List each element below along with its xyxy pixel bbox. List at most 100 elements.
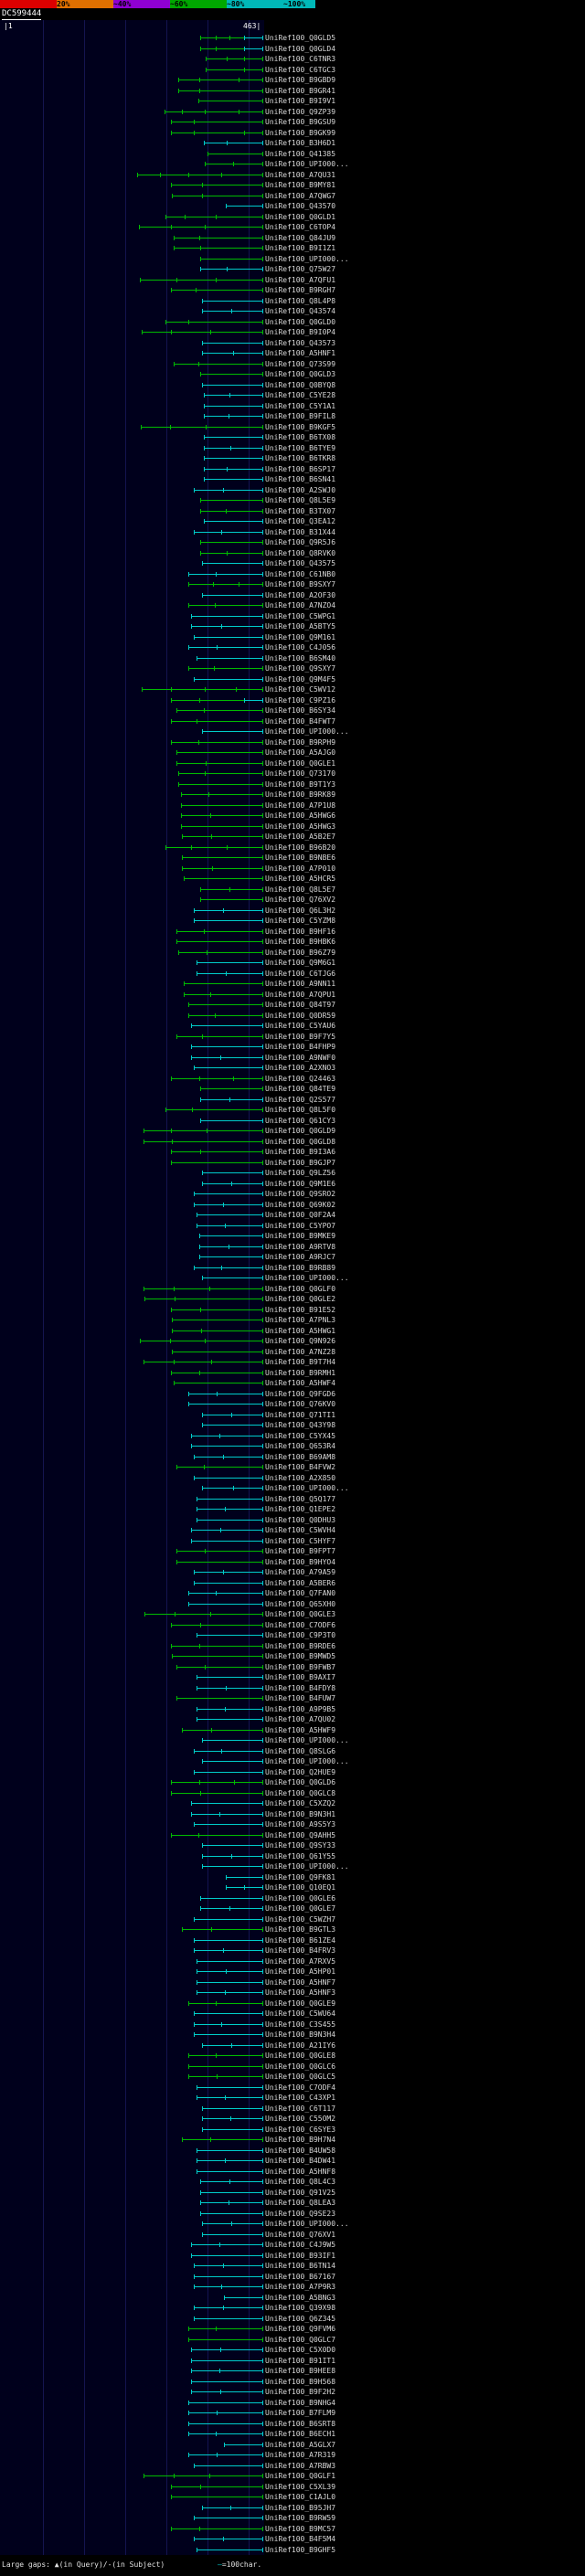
- hit-label[interactable]: UniRef100_UPI000...: [265, 1757, 349, 1765]
- alignment-bar[interactable]: [181, 794, 262, 795]
- hit-label[interactable]: UniRef100_B9RGH7: [265, 286, 336, 294]
- alignment-bar[interactable]: [202, 384, 262, 386]
- hit-label[interactable]: UniRef100_Q0DR59: [265, 1011, 336, 1020]
- hit-label[interactable]: UniRef100_Q3EA12: [265, 517, 336, 525]
- hit-label[interactable]: UniRef100_B9F7Y5: [265, 1032, 336, 1041]
- alignment-bar[interactable]: [142, 332, 262, 333]
- hit-label[interactable]: UniRef100_A7QPU1: [265, 990, 336, 999]
- alignment-bar[interactable]: [171, 1834, 262, 1836]
- hit-label[interactable]: UniRef100_Q9SRO2: [265, 1190, 336, 1198]
- alignment-bar[interactable]: [203, 405, 262, 407]
- hit-label[interactable]: UniRef100_B6TX08: [265, 433, 336, 441]
- alignment-bar[interactable]: [176, 1551, 262, 1552]
- hit-label[interactable]: UniRef100_Q73S99: [265, 359, 336, 368]
- alignment-bar[interactable]: [171, 185, 262, 186]
- hit-label[interactable]: UniRef100_Q2HUE9: [265, 1767, 336, 1776]
- hit-label[interactable]: UniRef100_Q9AHH5: [265, 1830, 336, 1839]
- alignment-bar[interactable]: [182, 1929, 262, 1930]
- alignment-bar[interactable]: [200, 37, 244, 38]
- hit-label[interactable]: UniRef100_A79A59: [265, 1568, 336, 1576]
- alignment-bar[interactable]: [139, 227, 262, 228]
- hit-label[interactable]: UniRef100_A5HNF3: [265, 1988, 336, 1997]
- hit-label[interactable]: UniRef100_Q8LEA3: [265, 2199, 336, 2207]
- hit-label[interactable]: UniRef100_B9GR41: [265, 86, 336, 95]
- hit-label[interactable]: UniRef100_Q43575: [265, 559, 336, 567]
- alignment-bar[interactable]: [165, 321, 262, 323]
- alignment-bar[interactable]: [183, 993, 262, 995]
- alignment-bar[interactable]: [196, 1708, 262, 1710]
- hit-label[interactable]: UniRef100_A7QU31: [265, 170, 336, 179]
- hit-label[interactable]: UniRef100_A2XNO3: [265, 1064, 336, 1072]
- hit-label[interactable]: UniRef100_Q9SE23: [265, 2209, 336, 2218]
- alignment-bar[interactable]: [193, 2286, 262, 2287]
- alignment-bar[interactable]: [187, 1014, 262, 1016]
- alignment-bar[interactable]: [200, 269, 262, 270]
- hit-label[interactable]: UniRef100_B9N3H1: [265, 1809, 336, 1818]
- alignment-bar[interactable]: [190, 1046, 262, 1047]
- hit-label[interactable]: UniRef100_Q0F2A4: [265, 1211, 336, 1219]
- alignment-bar[interactable]: [143, 1288, 262, 1289]
- alignment-bar[interactable]: [182, 836, 262, 837]
- hit-label[interactable]: UniRef100_Q0GLE1: [265, 758, 336, 768]
- alignment-bar[interactable]: [202, 1740, 262, 1741]
- alignment-bar[interactable]: [187, 2065, 262, 2067]
- hit-label[interactable]: UniRef100_B61ZE4: [265, 1935, 336, 1945]
- hit-label[interactable]: UniRef100_Q0DHU3: [265, 1515, 336, 1524]
- alignment-bar[interactable]: [187, 2433, 262, 2434]
- hit-label[interactable]: UniRef100_C5YE28: [265, 391, 336, 399]
- hit-label[interactable]: UniRef100_Q0GLE9: [265, 1998, 336, 2008]
- alignment-bar[interactable]: [187, 2412, 262, 2413]
- alignment-bar[interactable]: [187, 2338, 262, 2340]
- hit-label[interactable]: UniRef100_A9RJC7: [265, 1253, 336, 1261]
- alignment-bar[interactable]: [200, 899, 262, 900]
- hit-label[interactable]: UniRef100_A7RXV5: [265, 1956, 336, 1966]
- alignment-bar[interactable]: [202, 2507, 262, 2508]
- hit-label[interactable]: UniRef100_Q9ZP39: [265, 107, 336, 116]
- alignment-bar[interactable]: [196, 1992, 262, 1993]
- alignment-bar[interactable]: [202, 1425, 262, 1426]
- hit-label[interactable]: UniRef100_Q9M161: [265, 632, 336, 641]
- alignment-bar[interactable]: [243, 37, 262, 38]
- hit-label[interactable]: UniRef100_A7P1U8: [265, 800, 336, 810]
- hit-label[interactable]: UniRef100_C5X0D0: [265, 2346, 336, 2354]
- hit-label[interactable]: UniRef100_C9PZ16: [265, 695, 336, 705]
- alignment-bar[interactable]: [200, 542, 262, 543]
- hit-label[interactable]: UniRef100_B9RK89: [265, 790, 336, 799]
- alignment-bar[interactable]: [193, 2034, 262, 2035]
- hit-label[interactable]: UniRef100_Q0GLD5: [265, 34, 336, 42]
- alignment-bar[interactable]: [196, 1635, 262, 1636]
- alignment-bar[interactable]: [187, 1593, 262, 1594]
- alignment-bar[interactable]: [200, 1088, 262, 1089]
- hit-label[interactable]: UniRef100_B95JH7: [265, 2503, 336, 2512]
- hit-label[interactable]: UniRef100_B9MY81: [265, 181, 336, 189]
- alignment-bar[interactable]: [196, 1519, 262, 1521]
- hit-label[interactable]: UniRef100_Q0GLC8: [265, 1788, 336, 1797]
- hit-label[interactable]: UniRef100_Q0GLD8: [265, 1137, 336, 1146]
- alignment-bar[interactable]: [193, 531, 262, 533]
- hit-label[interactable]: UniRef100_Q9SXY7: [265, 664, 336, 673]
- alignment-bar[interactable]: [193, 2023, 262, 2025]
- hit-label[interactable]: UniRef100_C6T117: [265, 2104, 336, 2113]
- hit-label[interactable]: UniRef100_Q0GLE8: [265, 2051, 336, 2060]
- alignment-bar[interactable]: [196, 2170, 262, 2172]
- hit-label[interactable]: UniRef100_Q84JU9: [265, 233, 336, 242]
- hit-label[interactable]: UniRef100_A5HWF4: [265, 1379, 336, 1387]
- alignment-bar[interactable]: [196, 1960, 262, 1962]
- alignment-bar[interactable]: [196, 1971, 262, 1972]
- alignment-bar[interactable]: [243, 48, 262, 49]
- alignment-bar[interactable]: [200, 2191, 262, 2193]
- alignment-bar[interactable]: [174, 363, 262, 365]
- alignment-bar[interactable]: [193, 2317, 262, 2319]
- hit-label[interactable]: UniRef100_Q61CY3: [265, 1116, 336, 1125]
- hit-label[interactable]: UniRef100_UPI000...: [265, 727, 349, 736]
- hit-label[interactable]: UniRef100_UPI000...: [265, 1484, 349, 1492]
- hit-label[interactable]: UniRef100_B91E52: [265, 1305, 336, 1314]
- hit-label[interactable]: UniRef100_C1AJL0: [265, 2493, 336, 2501]
- hit-label[interactable]: UniRef100_C43XP1: [265, 2094, 336, 2102]
- alignment-bar[interactable]: [193, 636, 262, 638]
- alignment-bar[interactable]: [202, 1845, 262, 1846]
- alignment-bar[interactable]: [196, 972, 262, 974]
- alignment-bar[interactable]: [202, 1277, 262, 1278]
- hit-label[interactable]: UniRef100_A21IY6: [265, 2041, 336, 2050]
- hit-label[interactable]: UniRef100_UPI000...: [265, 1736, 349, 1744]
